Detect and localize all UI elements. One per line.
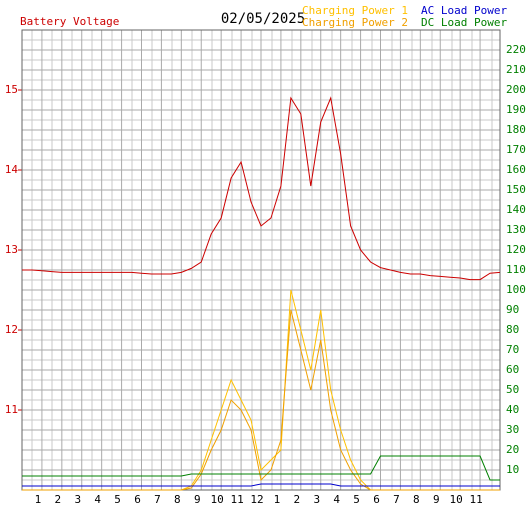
- y-tick-label: 14: [5, 163, 19, 176]
- legend-label: Charging Power 2: [302, 16, 408, 29]
- x-tick-label: 4: [333, 493, 340, 506]
- y2-tick-label: 60: [506, 363, 519, 376]
- y2-tick-label: 110: [506, 263, 526, 276]
- y2-tick-label: 70: [506, 343, 519, 356]
- chart-title: 02/05/2025: [221, 11, 305, 27]
- legend-label: Battery Voltage: [20, 15, 119, 28]
- y-tick-label: 11: [5, 403, 18, 416]
- y2-tick-label: 120: [506, 243, 526, 256]
- x-tick-label: 10: [450, 493, 463, 506]
- x-tick-label: 4: [94, 493, 101, 506]
- series-line: [22, 96, 501, 281]
- x-tick-label: 8: [174, 493, 181, 506]
- x-tick-label: 8: [413, 493, 420, 506]
- x-tick-label: 3: [74, 493, 81, 506]
- y2-tick-label: 220: [506, 43, 526, 56]
- y2-tick-label: 90: [506, 303, 519, 316]
- legend-label: AC Load Power: [421, 4, 507, 17]
- series-line: [22, 309, 500, 491]
- x-tick-label: 7: [393, 493, 400, 506]
- y2-tick-label: 160: [506, 163, 526, 176]
- y2-tick-label: 10: [506, 463, 519, 476]
- y-tick-label: 13: [5, 243, 18, 256]
- x-tick-label: 3: [313, 493, 320, 506]
- x-tick-label: 2: [55, 493, 62, 506]
- y2-tick-label: 30: [506, 423, 519, 436]
- x-tick-label: 12: [250, 493, 263, 506]
- x-tick-label: 11: [469, 493, 482, 506]
- x-tick-label: 9: [433, 493, 440, 506]
- x-tick-label: 6: [373, 493, 380, 506]
- y2-tick-label: 40: [506, 403, 519, 416]
- y2-tick-label: 200: [506, 83, 526, 96]
- y2-tick-label: 190: [506, 103, 526, 116]
- legend-label: DC Load Power: [421, 16, 507, 29]
- y2-tick-label: 170: [506, 143, 526, 156]
- x-tick-label: 6: [134, 493, 141, 506]
- y2-tick-label: 210: [506, 63, 526, 76]
- y2-tick-label: 130: [506, 223, 526, 236]
- plot-border: [21, 29, 501, 491]
- y2-tick-label: 80: [506, 323, 519, 336]
- y-tick-label: 12: [5, 323, 18, 336]
- series-line: [22, 455, 500, 481]
- legend-label: Charging Power 1: [302, 4, 408, 17]
- x-tick-label: 11: [230, 493, 243, 506]
- x-tick-label: 5: [114, 493, 121, 506]
- y2-tick-label: 100: [506, 283, 526, 296]
- x-tick-label: 10: [211, 493, 224, 506]
- x-tick-label: 1: [274, 493, 281, 506]
- y2-tick-label: 140: [506, 203, 526, 216]
- x-tick-label: 2: [294, 493, 301, 506]
- y-tick-label: 15: [5, 83, 18, 96]
- x-tick-label: 9: [194, 493, 201, 506]
- x-tick-label: 5: [353, 493, 360, 506]
- x-tick-label: 7: [154, 493, 161, 506]
- y2-tick-label: 180: [506, 123, 526, 136]
- y2-tick-label: 50: [506, 383, 519, 396]
- x-tick-label: 1: [35, 493, 42, 506]
- series-line: [22, 483, 500, 487]
- y2-tick-label: 150: [506, 183, 526, 196]
- y2-tick-label: 20: [506, 443, 519, 456]
